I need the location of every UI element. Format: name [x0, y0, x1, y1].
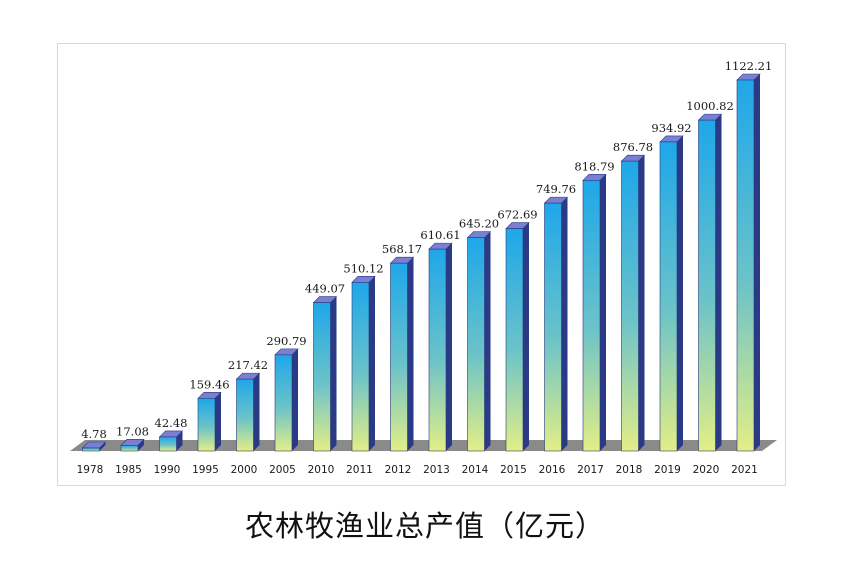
x-tick-label: 1985 [115, 464, 142, 476]
bar-side [677, 135, 683, 451]
bar [120, 445, 139, 452]
bar-group-2018: 876.78 2018 [613, 140, 653, 476]
data-label: 217.42 [228, 358, 268, 372]
bar-group-2021: 1122.21 2021 [725, 59, 773, 476]
data-label: 818.79 [574, 159, 614, 173]
bar-side [138, 439, 144, 451]
bar-side [638, 155, 645, 451]
x-tick-label: 2021 [731, 464, 758, 476]
data-label: 749.76 [536, 182, 576, 196]
x-tick-label: 2005 [269, 464, 296, 476]
bar [582, 180, 601, 452]
bar-group-1990: 42.48 1990 [154, 416, 188, 476]
data-label: 1122.21 [725, 59, 773, 73]
data-label: 17.08 [116, 424, 149, 438]
x-tick-label: 2018 [616, 464, 643, 476]
bar-side [176, 430, 183, 451]
x-tick-label: 2012 [385, 464, 412, 476]
bar-side [407, 257, 414, 451]
data-label: 159.46 [189, 377, 229, 391]
bar-side [446, 243, 452, 451]
x-tick-label: 2020 [693, 464, 720, 476]
bar-side [600, 174, 606, 451]
x-tick-label: 2000 [231, 464, 258, 476]
data-label: 610.61 [420, 228, 460, 242]
bar [390, 262, 408, 452]
bar-side [215, 392, 221, 451]
data-label: 568.17 [382, 242, 422, 256]
bar [197, 397, 216, 452]
data-label: 510.12 [343, 261, 383, 275]
bar-group-2013: 610.61 2013 [420, 228, 460, 476]
bar-side [253, 373, 260, 451]
data-label: 449.07 [305, 282, 345, 296]
data-label: 645.20 [459, 217, 499, 231]
x-tick-label: 2014 [462, 464, 489, 476]
x-tick-label: 2019 [654, 464, 681, 476]
chart-title: 农林牧渔业总产值（亿元） [244, 509, 605, 543]
x-tick-label: 2011 [346, 464, 373, 476]
data-label: 1000.82 [686, 99, 734, 113]
bar-group-1985: 17.08 1985 [115, 424, 149, 476]
x-tick-label: 1978 [77, 464, 104, 476]
data-label: 290.79 [266, 334, 306, 348]
bar-side [292, 348, 298, 451]
bar-group-2000: 217.42 2000 [228, 358, 268, 476]
bar [313, 302, 331, 452]
data-label: 42.48 [155, 416, 188, 430]
bar-group-1995: 159.46 1995 [189, 377, 229, 476]
bar [159, 436, 177, 452]
bar-chart: 4.78 1978 17.08 1985 42.48 1990 159.46 1995 217.… [70, 59, 777, 476]
bar-group-2012: 568.17 2012 [382, 242, 422, 476]
bar-side [484, 231, 491, 451]
bar-side [369, 276, 375, 451]
bar-group-2017: 818.79 2017 [574, 159, 614, 476]
bar-group-2016: 749.76 2016 [536, 182, 576, 476]
x-tick-label: 2015 [500, 464, 527, 476]
bar-side [715, 114, 722, 451]
bar [467, 237, 485, 452]
bar-group-2014: 645.20 2014 [459, 217, 499, 476]
bar-group-2019: 934.92 2019 [651, 121, 691, 476]
bar [274, 354, 293, 452]
bar-group-2020: 1000.82 2020 [686, 99, 734, 476]
x-tick-label: 1995 [192, 464, 219, 476]
x-tick-label: 2013 [423, 464, 450, 476]
bar-group-2015: 672.69 2015 [497, 208, 537, 476]
x-tick-label: 2017 [577, 464, 604, 476]
x-tick-label: 1990 [154, 464, 181, 476]
data-label: 4.78 [81, 427, 107, 441]
bar-group-2011: 510.12 2011 [343, 261, 383, 476]
bar-side [99, 442, 106, 451]
x-tick-label: 2016 [539, 464, 566, 476]
bar [659, 141, 678, 452]
data-label: 876.78 [613, 140, 653, 154]
data-label: 672.69 [497, 208, 537, 222]
bar-side [561, 197, 568, 451]
bar [351, 282, 370, 452]
data-label: 934.92 [651, 121, 691, 135]
bar-side [754, 74, 760, 451]
bar [82, 447, 100, 452]
bar-side [523, 222, 529, 451]
bar [505, 228, 524, 452]
bar [544, 202, 562, 452]
bar [428, 248, 447, 452]
bar-group-1978: 4.78 1978 [77, 427, 107, 476]
bar-group-2005: 290.79 2005 [266, 334, 306, 476]
bar [621, 160, 639, 452]
bar [698, 119, 716, 452]
bar-side [330, 296, 337, 451]
bar-group-2010: 449.07 2010 [305, 282, 345, 476]
bar [236, 378, 254, 452]
x-tick-label: 2010 [308, 464, 335, 476]
bar [736, 79, 755, 452]
